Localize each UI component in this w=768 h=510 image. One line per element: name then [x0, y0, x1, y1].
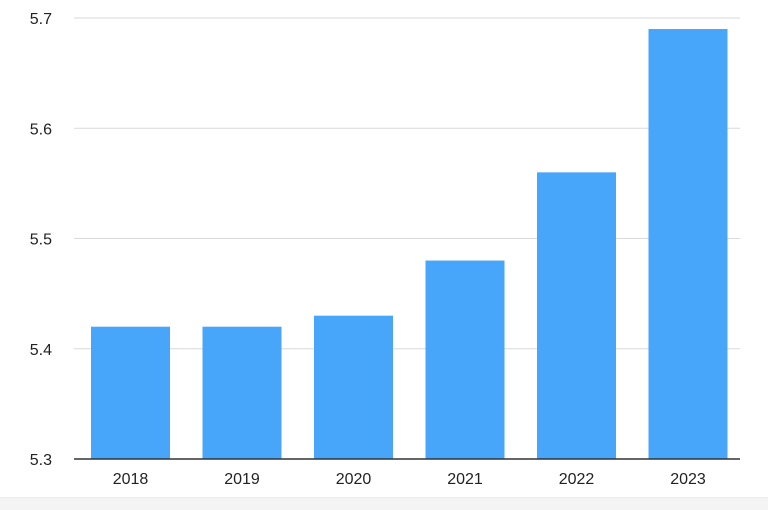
bar-2021	[425, 260, 505, 459]
x-tick-label: 2022	[559, 471, 595, 488]
x-tick-label: 2021	[447, 471, 483, 488]
y-tick-label: 5.4	[30, 342, 52, 359]
bar-2023	[648, 29, 728, 460]
bar-2022	[537, 172, 616, 459]
x-tick-label: 2018	[113, 471, 149, 488]
x-tick-label: 2019	[224, 471, 260, 488]
x-tick-label: 2020	[336, 471, 372, 488]
y-tick-label: 5.3	[30, 452, 52, 469]
y-tick-label: 5.5	[30, 232, 52, 249]
bar-2018	[91, 326, 170, 459]
y-tick-label: 5.6	[30, 121, 52, 138]
x-tick-label: 2023	[670, 471, 706, 488]
bar-chart: 5.3 5.4 5.5 5.6 5.7 2018 2019 2020 2021 2022 2023	[30, 11, 740, 488]
y-tick-label: 5.7	[30, 11, 52, 28]
bar-2020	[314, 315, 393, 459]
bar-2019	[202, 326, 282, 459]
footer-strip	[0, 497, 768, 510]
